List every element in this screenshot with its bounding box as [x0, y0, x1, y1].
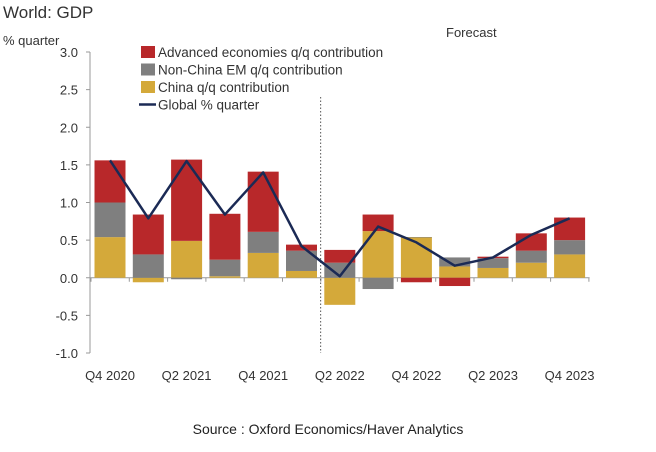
x-tick-label: Q4 2020 [85, 368, 135, 383]
legend-swatch [141, 63, 155, 76]
legend-label: Advanced economies q/q contribution [158, 45, 383, 60]
bar-non-china-em-q-q-contribution-q3-2022 [362, 277, 394, 290]
legend-swatch [141, 46, 155, 58]
bar-non-china-em-q-q-contribution-q2-2021 [171, 277, 203, 280]
bar-china-q-q-contribution-q1-2021 [132, 277, 164, 283]
bar-non-china-em-q-q-contribution-q4-2023 [554, 240, 586, 255]
bar-china-q-q-contribution-q4-2023 [554, 254, 586, 278]
x-tick-label: Q2 2022 [315, 368, 365, 383]
legend-label: Global % quarter [158, 98, 260, 113]
bar-non-china-em-q-q-contribution-q1-2023 [439, 257, 471, 267]
bar-advanced-economies-q-q-contribution-q1-2021 [132, 214, 164, 255]
bar-china-q-q-contribution-q2-2023 [477, 267, 509, 278]
x-tick-label: Q4 2021 [238, 368, 288, 383]
bar-non-china-em-q-q-contribution-q1-2022 [286, 250, 317, 271]
bar-non-china-em-q-q-contribution-q4-2022 [400, 237, 432, 238]
y-tick-label: 1.0 [60, 196, 78, 211]
global-gdp-line [108, 159, 571, 278]
bar-advanced-economies-q-q-contribution-q2-2021 [171, 159, 203, 241]
bar-china-q-q-contribution-q2-2021 [171, 240, 203, 278]
bar-non-china-em-q-q-contribution-q4-2021 [247, 231, 279, 253]
y-tick-label: -0.5 [56, 308, 78, 323]
bar-china-q-q-contribution-q1-2023 [439, 266, 471, 278]
bar-advanced-economies-q-q-contribution-q3-2021 [209, 213, 241, 260]
y-tick-label: 1.5 [60, 158, 78, 173]
bar-china-q-q-contribution-q4-2022 [400, 237, 432, 278]
legend-label: Non-China EM q/q contribution [158, 63, 343, 78]
bar-non-china-em-q-q-contribution-q4-2020 [94, 202, 126, 238]
bar-china-q-q-contribution-q3-2021 [209, 276, 241, 278]
bar-non-china-em-q-q-contribution-q1-2021 [132, 254, 164, 278]
bar-china-q-q-contribution-q3-2022 [362, 231, 394, 278]
y-tick-label: 0.5 [60, 233, 78, 248]
bar-advanced-economies-q-q-contribution-q3-2022 [362, 214, 394, 232]
chart-title: World: GDP [3, 3, 93, 22]
bar-non-china-em-q-q-contribution-q3-2021 [209, 259, 241, 277]
y-axis-label: % quarter [3, 33, 60, 48]
legend-label: China q/q contribution [158, 80, 289, 95]
bar-china-q-q-contribution-q3-2023 [515, 262, 547, 278]
bar-advanced-economies-q-q-contribution-q1-2023 [439, 277, 471, 287]
bar-non-china-em-q-q-contribution-q2-2023 [477, 258, 509, 268]
x-tick-label: Q4 2023 [545, 368, 595, 383]
bar-advanced-economies-q-q-contribution-q4-2023 [554, 217, 586, 241]
bar-advanced-economies-q-q-contribution-q2-2022 [324, 249, 356, 263]
bar-non-china-em-q-q-contribution-q3-2023 [515, 250, 547, 263]
x-tick-label: Q2 2023 [468, 368, 518, 383]
bar-advanced-economies-q-q-contribution-q4-2020 [94, 160, 126, 203]
x-tick-label: Q4 2022 [391, 368, 441, 383]
y-tick-label: 0.0 [60, 271, 78, 286]
bar-advanced-economies-q-q-contribution-q4-2022 [400, 277, 432, 283]
y-tick-label: 2.0 [60, 120, 78, 135]
y-tick-label: -1.0 [56, 346, 78, 361]
forecast-label: Forecast [446, 25, 497, 40]
x-tick-label: Q2 2021 [162, 368, 212, 383]
bar-advanced-economies-q-q-contribution-q3-2023 [515, 233, 547, 251]
source-note: Source : Oxford Economics/Haver Analytic… [193, 421, 464, 437]
y-tick-label: 3.0 [60, 45, 78, 60]
legend-swatch [141, 81, 155, 93]
bar-china-q-q-contribution-q4-2021 [247, 252, 279, 278]
bar-china-q-q-contribution-q2-2022 [324, 277, 356, 305]
y-tick-label: 2.5 [60, 83, 78, 98]
bar-china-q-q-contribution-q1-2022 [286, 270, 317, 278]
bar-china-q-q-contribution-q4-2020 [94, 237, 126, 278]
bar-advanced-economies-q-q-contribution-q4-2021 [247, 171, 279, 232]
